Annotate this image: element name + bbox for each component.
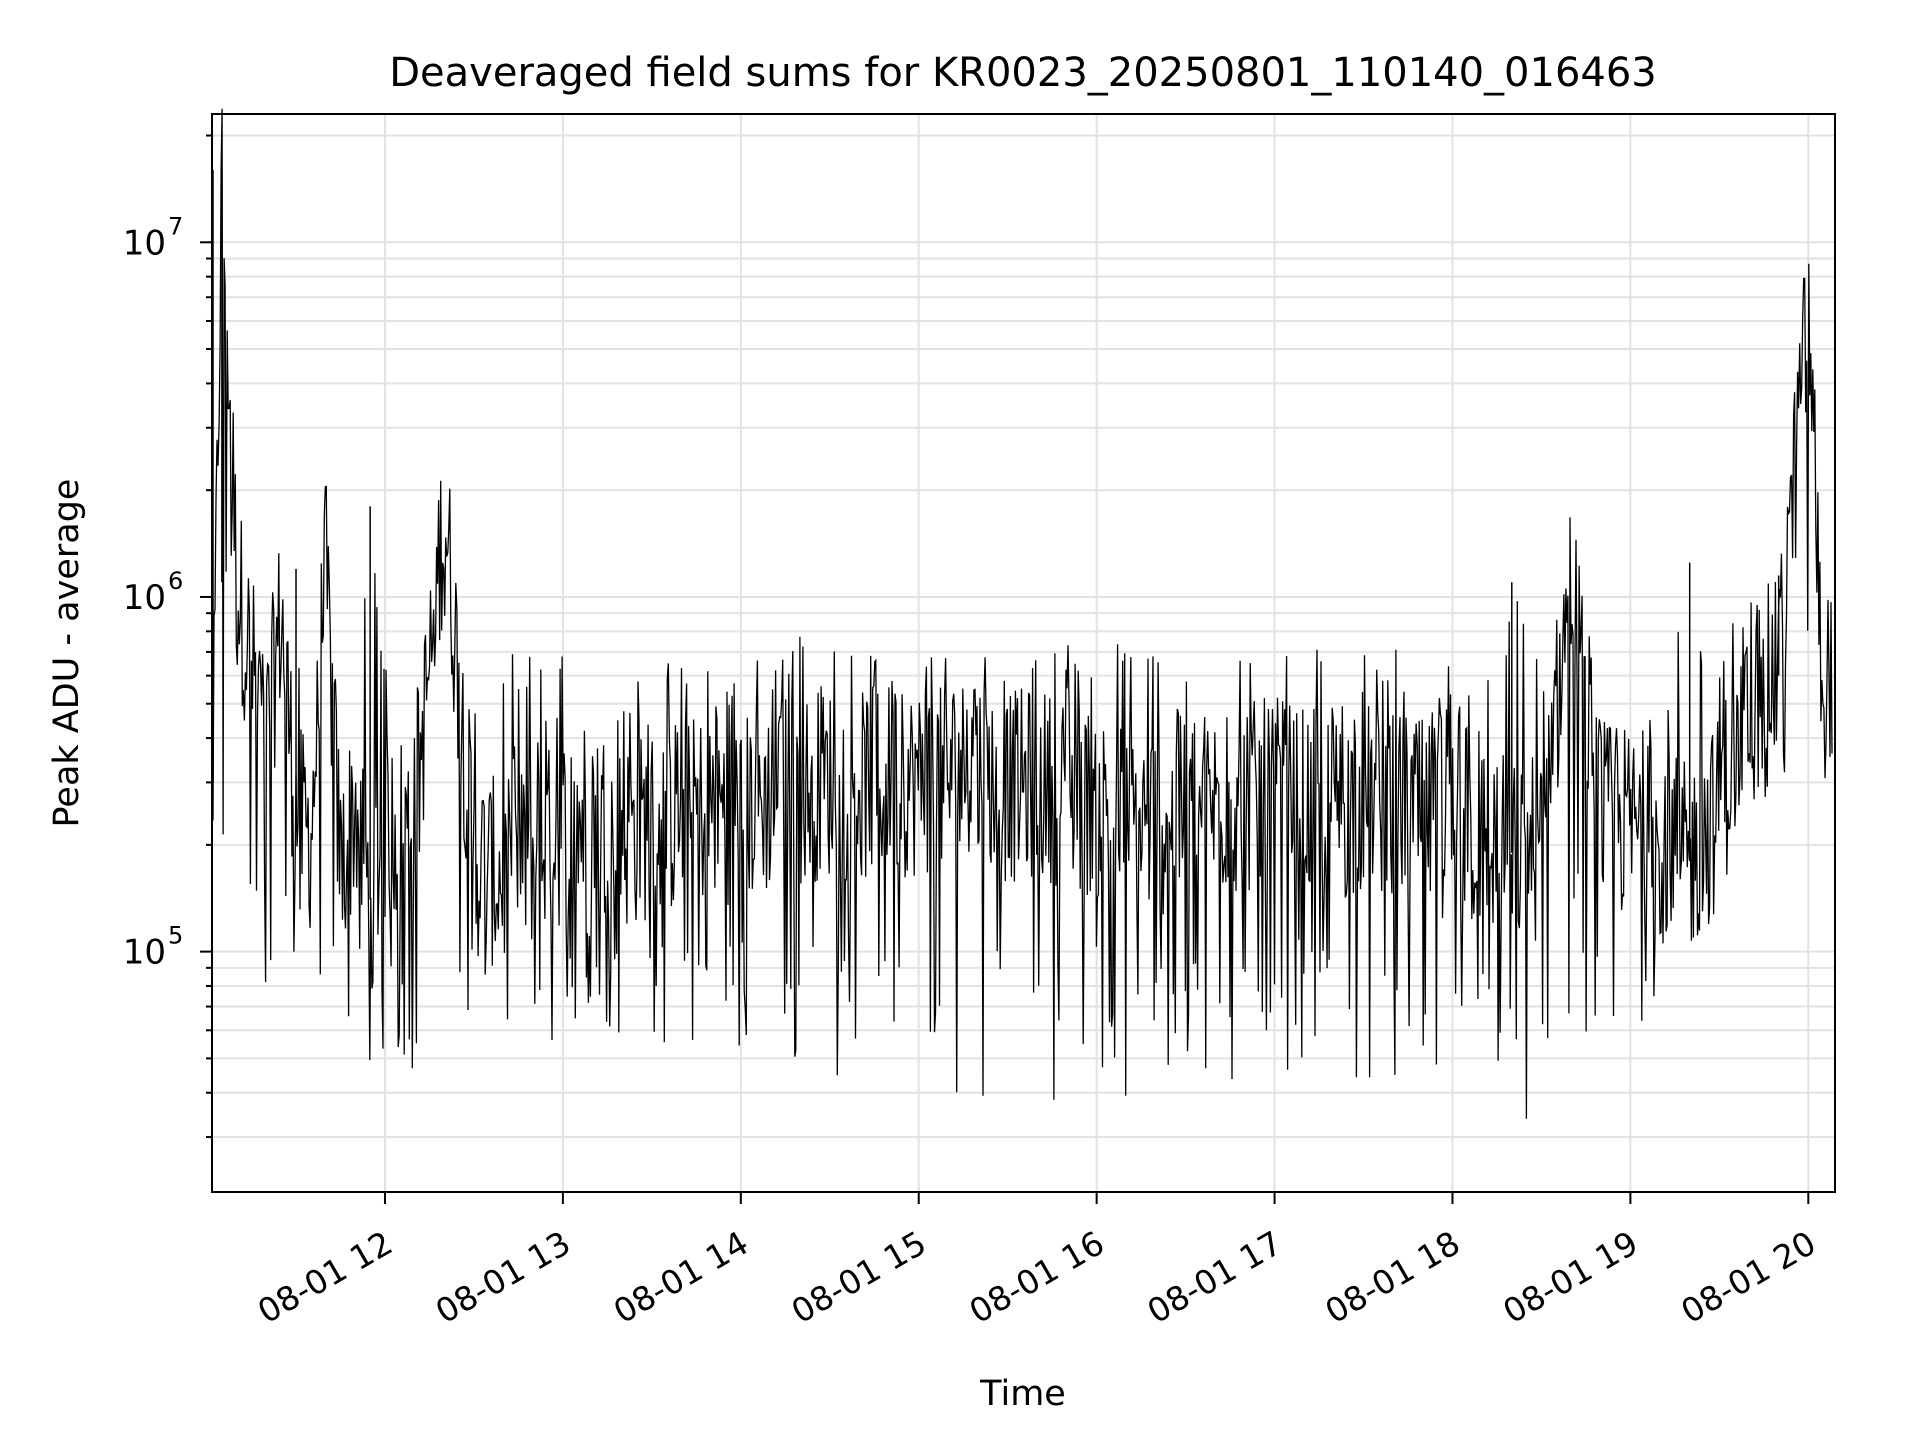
y-tick-label: 10 — [123, 223, 166, 263]
y-tick-exponent: 5 — [168, 922, 183, 950]
y-axis-label: Peak ADU - average — [47, 479, 87, 828]
series-line — [212, 108, 1833, 1119]
y-tick-label: 10 — [123, 578, 166, 618]
y-tick-exponent: 7 — [168, 212, 183, 240]
chart-title: Deaveraged field sums for KR0023_2025080… — [389, 50, 1657, 96]
y-tick-label: 10 — [123, 933, 166, 973]
x-axis-label: Time — [979, 1374, 1066, 1414]
plot-frame — [211, 113, 1836, 1193]
y-tick-exponent: 6 — [168, 567, 183, 595]
